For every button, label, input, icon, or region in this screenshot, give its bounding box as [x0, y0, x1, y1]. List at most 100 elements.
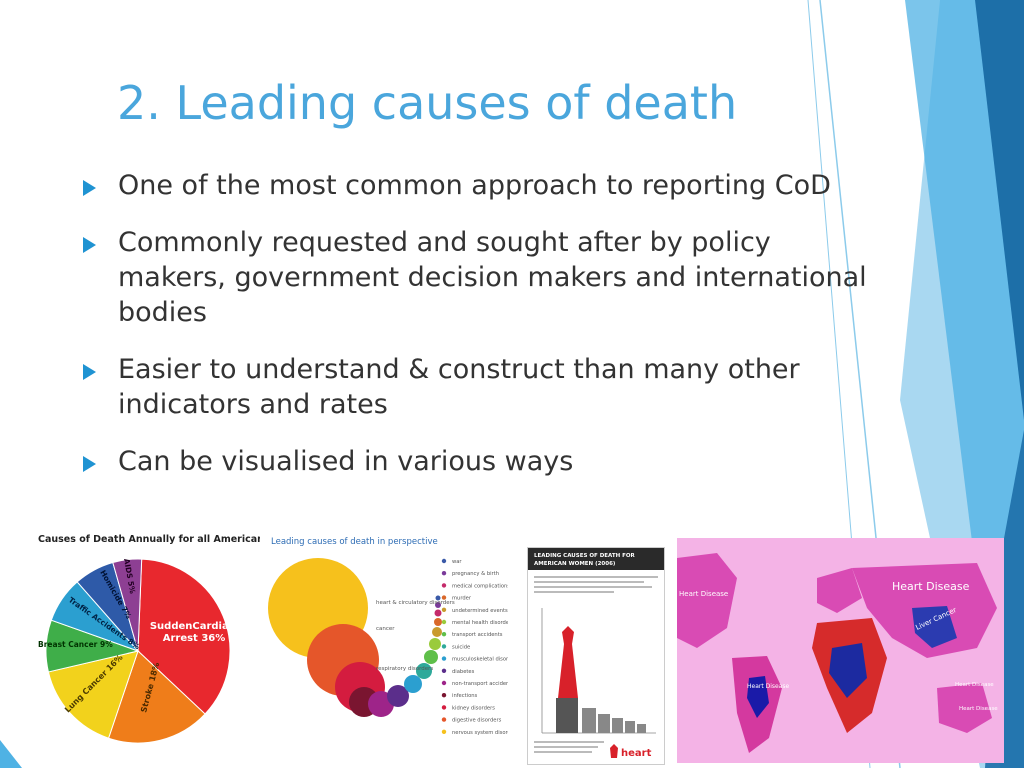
bullet-arrow-icon — [83, 364, 96, 380]
bubble-6 — [387, 685, 409, 707]
poster-text-line — [534, 741, 604, 743]
bubble-15 — [435, 595, 441, 601]
world-map-image: Heart Disease Heart Disease Liver Cancer… — [677, 538, 1004, 763]
bubble-13 — [434, 609, 442, 617]
bubble-legend-label: digestive disorders — [452, 718, 502, 724]
poster-text-line — [534, 751, 592, 753]
bubble-legend-label: murder — [452, 596, 472, 602]
bubble-legend-label: war — [452, 559, 462, 565]
bullet-item: Can be visualised in various ways — [80, 444, 870, 479]
pie-label-breast-cancer: Breast Cancer 9% — [38, 640, 113, 649]
bubble-chart-title: Leading causes of death in perspective — [271, 537, 438, 547]
bubble-legend-label: pregnancy & birth — [452, 571, 499, 577]
bubble-legend-dot — [441, 595, 447, 600]
bubble-legend-dot — [441, 619, 447, 625]
bullet-text: Can be visualised in various ways — [118, 446, 574, 477]
pie-slice — [107, 650, 206, 744]
bubble-legend-dot — [441, 644, 447, 649]
bubble-chart-image: Leading causes of death in perspective w… — [268, 530, 508, 748]
world-map-svg: Heart Disease Heart Disease Liver Cancer… — [677, 538, 1004, 763]
bubble-legend-dot — [441, 729, 447, 734]
map-australia — [937, 683, 992, 733]
map-label: Heart Disease — [955, 682, 994, 688]
bullet-arrow-icon — [83, 180, 96, 196]
poster-bar — [556, 698, 578, 733]
pie-chart-image: Causes of Death Annually for all America… — [28, 525, 260, 745]
map-label: Heart Disease — [747, 683, 790, 690]
bubble-7 — [404, 675, 422, 693]
poster-title-line: LEADING CAUSES OF DEATH FOR — [534, 553, 636, 559]
poster-bar — [598, 714, 610, 733]
bubble-legend-label: mental health disorders — [452, 620, 508, 626]
bubble-14 — [435, 602, 441, 608]
bubble-legend-dot — [441, 680, 447, 686]
bullet-arrow-icon — [83, 456, 96, 472]
poster-text-line — [534, 581, 644, 583]
heart-logo-icon — [610, 744, 618, 758]
bubble-10 — [429, 638, 441, 650]
bullet-list: One of the most common approach to repor… — [80, 168, 870, 501]
map-africa-blue — [829, 643, 867, 698]
pie-slice — [47, 650, 139, 739]
poster-title-line: AMERICAN WOMEN (2006) — [534, 561, 616, 567]
bullet-item: Commonly requested and sought after by p… — [80, 225, 870, 330]
bubble-legend-dot — [441, 705, 447, 710]
bubble-legend-dot — [441, 668, 447, 673]
bubble-8 — [416, 663, 432, 679]
bubble-chart-svg: Leading causes of death in perspective w… — [268, 537, 508, 736]
bubble-legend-dot — [441, 656, 447, 661]
map-europe — [817, 568, 862, 613]
bubble-legend-dot — [441, 717, 447, 722]
bubble-legend-label: medical complications — [452, 583, 508, 589]
poster-text-line — [534, 591, 614, 593]
pie-slice — [137, 558, 231, 715]
pie-label-sudden-cardiac: SuddenCardiac Arrest 36% — [150, 621, 238, 644]
pie-chart-svg: Causes of Death Annually for all America… — [38, 534, 260, 744]
bubble-legend-dot — [441, 632, 447, 637]
map-label: Heart Disease — [959, 706, 998, 712]
bubble-legend-label: musculoskeletal disorders — [452, 657, 508, 663]
bubble-left-label: heart & circulatory disorders — [376, 600, 455, 606]
poster-bar — [612, 718, 623, 733]
poster-text-line — [534, 746, 598, 748]
bubble-legend-label: non-transport accidents — [452, 681, 508, 687]
map-asia-blue — [912, 606, 957, 648]
poster-brand: heart — [621, 748, 652, 759]
pie-chart-title: Causes of Death Annually for all America… — [38, 534, 260, 545]
bubble-right-labels: war pregnancy & birth medical complication… — [441, 558, 508, 736]
map-label: Heart Disease — [679, 590, 728, 598]
bubble-legend-label: nervous system disorders — [452, 730, 508, 736]
poster-image: LEADING CAUSES OF DEATH FOR AMERICAN WOM… — [527, 547, 665, 765]
bubble-legend-label: suicide — [452, 644, 470, 650]
bubble-legend-label: diabetes — [452, 669, 475, 675]
deco-shape-dark — [975, 0, 1024, 420]
bubble-legend-label: undetermined events — [452, 608, 508, 614]
map-label: Heart Disease — [892, 580, 970, 593]
poster-text-line — [534, 576, 658, 578]
poster-bar — [582, 708, 596, 733]
poster-red-dress-icon — [558, 626, 578, 698]
map-sa-blue — [747, 676, 769, 718]
poster-header — [528, 548, 664, 570]
bubble-legend-dot — [441, 583, 447, 588]
bubble-legend-dot — [441, 571, 447, 576]
poster-bar — [637, 724, 646, 733]
bubble-11 — [432, 627, 442, 637]
bubble-12 — [434, 618, 442, 626]
bullet-text: One of the most common approach to repor… — [118, 170, 831, 201]
pie-slices — [45, 558, 231, 744]
poster-text-line — [534, 586, 652, 588]
deco-corner-left — [0, 740, 22, 768]
bubble-legend-label: kidney disorders — [452, 705, 495, 711]
bullet-item: Easier to understand & construct than ma… — [80, 352, 870, 422]
bubble-left-label: cancer — [376, 626, 395, 632]
poster-bar — [625, 721, 635, 733]
bubble-9 — [424, 650, 438, 664]
bubble-legend-label: infections — [452, 693, 478, 699]
bubble-legend-label: transport accidents — [452, 632, 503, 638]
bullet-item: One of the most common approach to repor… — [80, 168, 870, 203]
bullet-text: Commonly requested and sought after by p… — [118, 227, 867, 328]
map-north-america — [677, 553, 737, 648]
poster-svg: LEADING CAUSES OF DEATH FOR AMERICAN WOM… — [528, 548, 664, 759]
